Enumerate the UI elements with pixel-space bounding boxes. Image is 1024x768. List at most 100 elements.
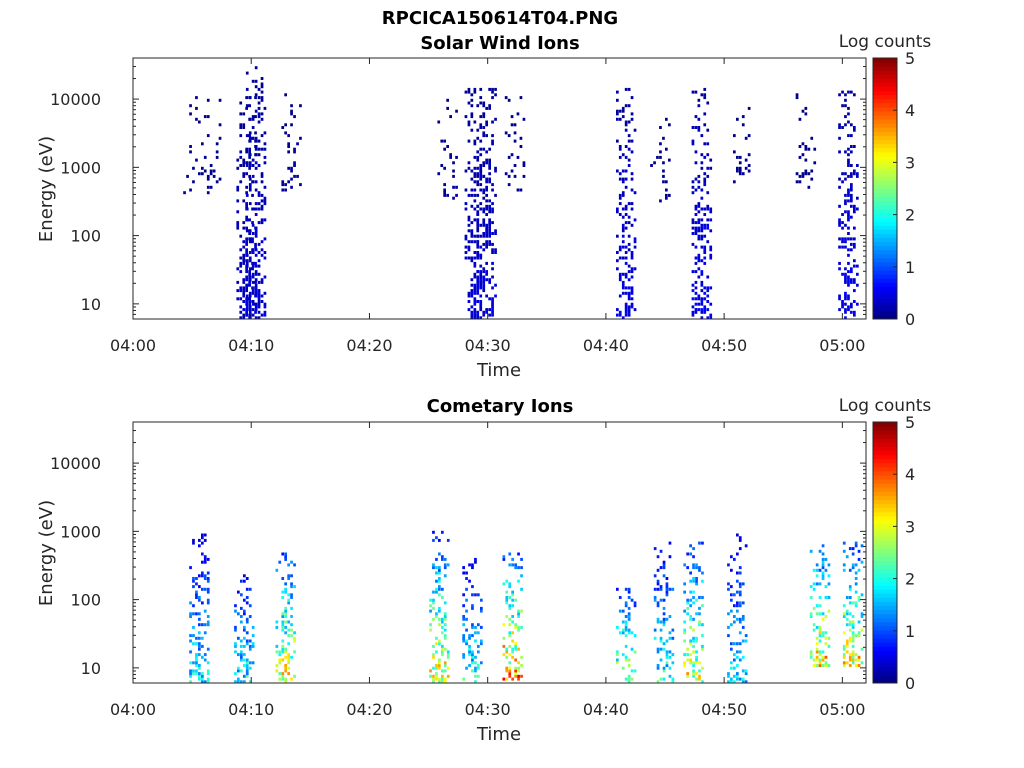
heatmap-cell bbox=[215, 150, 219, 154]
heatmap-cell bbox=[744, 672, 748, 676]
heatmap-cell bbox=[697, 104, 701, 108]
heatmap-cell bbox=[697, 98, 701, 102]
colorbar-swatch bbox=[873, 274, 897, 279]
heatmap-cell bbox=[284, 666, 287, 670]
heatmap-cell bbox=[692, 555, 695, 559]
heatmap-cell bbox=[841, 272, 844, 276]
heatmap-cell bbox=[476, 180, 480, 184]
heatmap-cell bbox=[245, 150, 248, 154]
heatmap-cell bbox=[621, 291, 625, 295]
colorbar-swatch bbox=[873, 585, 897, 590]
colorbar-swatch bbox=[873, 143, 897, 149]
heatmap-cell bbox=[686, 672, 689, 676]
colorbar-swatch bbox=[873, 674, 897, 680]
heatmap-cell bbox=[248, 305, 252, 309]
heatmap-cell bbox=[807, 172, 811, 176]
heatmap-cell bbox=[841, 126, 844, 129]
heatmap-cell bbox=[186, 174, 189, 178]
heatmap-cell bbox=[689, 598, 692, 602]
heatmap-cell bbox=[245, 161, 249, 165]
heatmap-cell bbox=[850, 267, 853, 271]
heatmap-cell bbox=[700, 272, 704, 276]
heatmap-cell bbox=[240, 593, 243, 597]
heatmap-cell bbox=[695, 577, 698, 580]
heatmap-cell bbox=[845, 617, 849, 621]
heatmap-cell bbox=[520, 566, 523, 570]
heatmap-cell bbox=[195, 661, 198, 665]
heatmap-cell bbox=[485, 188, 488, 192]
heatmap-cell bbox=[482, 310, 486, 314]
heatmap-cell bbox=[236, 188, 240, 192]
heatmap-cell bbox=[251, 251, 255, 254]
colorbar-swatch bbox=[873, 499, 897, 505]
heatmap-cell bbox=[857, 658, 861, 662]
heatmap-cell bbox=[245, 300, 248, 303]
heatmap-cell bbox=[482, 270, 486, 274]
heatmap-cell bbox=[464, 251, 468, 254]
heatmap-cell bbox=[242, 221, 246, 225]
heatmap-cell bbox=[618, 248, 622, 252]
heatmap-cell bbox=[470, 128, 474, 132]
heatmap-cell bbox=[293, 164, 296, 167]
heatmap-cell bbox=[260, 294, 264, 298]
heatmap-cell bbox=[656, 617, 660, 621]
heatmap-cell bbox=[206, 601, 210, 605]
y-axis-label-cometary: Energy (eV) bbox=[36, 500, 57, 606]
heatmap-cell bbox=[476, 223, 480, 227]
heatmap-cell bbox=[464, 169, 468, 173]
heatmap-cell bbox=[665, 593, 669, 597]
heatmap-cell bbox=[245, 106, 248, 110]
heatmap-cell bbox=[621, 609, 625, 613]
heatmap-cell bbox=[203, 560, 207, 564]
heatmap-cell bbox=[462, 566, 465, 570]
heatmap-cell bbox=[514, 672, 517, 676]
heatmap-cell bbox=[671, 636, 675, 640]
heatmap-cell bbox=[727, 563, 730, 567]
heatmap-cell bbox=[234, 644, 237, 648]
heatmap-cell bbox=[251, 126, 255, 129]
heatmap-cell bbox=[482, 131, 486, 135]
heatmap-cell bbox=[616, 251, 619, 254]
heatmap-cell bbox=[198, 631, 201, 635]
heatmap-cell bbox=[485, 270, 488, 274]
colorbar-swatch bbox=[873, 544, 897, 549]
heatmap-cell bbox=[251, 308, 255, 312]
heatmap-cell bbox=[446, 563, 450, 567]
heatmap-cell bbox=[736, 617, 739, 621]
heatmap-cell bbox=[736, 655, 739, 659]
heatmap-cell bbox=[435, 677, 438, 681]
heatmap-cell bbox=[624, 623, 628, 627]
heatmap-cell bbox=[251, 79, 255, 83]
heatmap-cell bbox=[290, 623, 293, 627]
heatmap-cell bbox=[443, 183, 446, 187]
heatmap-cell bbox=[488, 308, 491, 312]
heatmap-cell bbox=[630, 172, 634, 176]
heatmap-cell bbox=[844, 280, 847, 284]
heatmap-cell bbox=[485, 106, 488, 110]
heatmap-cell bbox=[242, 278, 246, 282]
heatmap-cell bbox=[795, 172, 799, 176]
heatmap-cell bbox=[477, 593, 480, 597]
heatmap-cell bbox=[242, 172, 246, 176]
heatmap-cell bbox=[473, 199, 477, 203]
heatmap-cell bbox=[804, 172, 808, 176]
heatmap-cell bbox=[473, 308, 477, 312]
heatmap-cell bbox=[689, 544, 692, 548]
heatmap-cell bbox=[243, 658, 246, 662]
heatmap-cell bbox=[818, 658, 822, 662]
heatmap-cell bbox=[467, 101, 471, 105]
heatmap-cell bbox=[522, 117, 526, 121]
heatmap-cell bbox=[809, 612, 813, 616]
heatmap-cell bbox=[240, 615, 243, 618]
heatmap-cell bbox=[435, 666, 438, 670]
colorbar-swatch bbox=[873, 290, 897, 296]
heatmap-cell bbox=[245, 207, 249, 211]
heatmap-cell bbox=[443, 574, 447, 578]
heatmap-cell bbox=[293, 639, 296, 643]
heatmap-cell bbox=[192, 541, 195, 545]
heatmap-cell bbox=[195, 658, 198, 662]
heatmap-cell bbox=[462, 604, 465, 608]
heatmap-cell bbox=[203, 577, 207, 580]
